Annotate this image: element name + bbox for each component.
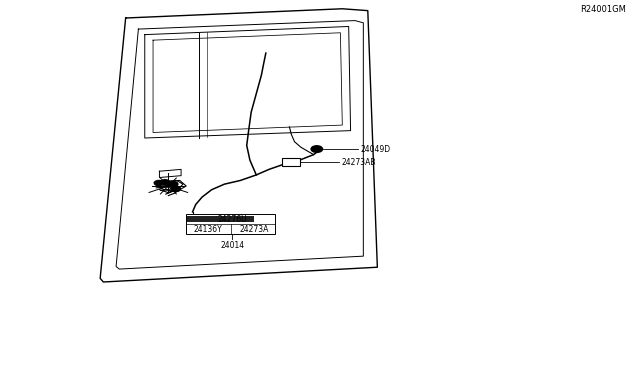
Text: 24273AB: 24273AB	[342, 157, 376, 167]
Circle shape	[172, 186, 180, 192]
Circle shape	[161, 180, 170, 185]
Circle shape	[311, 146, 323, 153]
Text: 24276U: 24276U	[217, 215, 247, 224]
Text: 24014: 24014	[220, 241, 244, 250]
Text: 24049D: 24049D	[361, 145, 391, 154]
Text: 24136Y: 24136Y	[193, 225, 222, 234]
Circle shape	[169, 182, 178, 187]
Bar	[188, 215, 254, 222]
Text: R24001GM: R24001GM	[580, 5, 626, 14]
Bar	[186, 214, 275, 234]
Text: 24273A: 24273A	[239, 225, 269, 234]
Bar	[282, 158, 300, 166]
Circle shape	[154, 180, 163, 186]
